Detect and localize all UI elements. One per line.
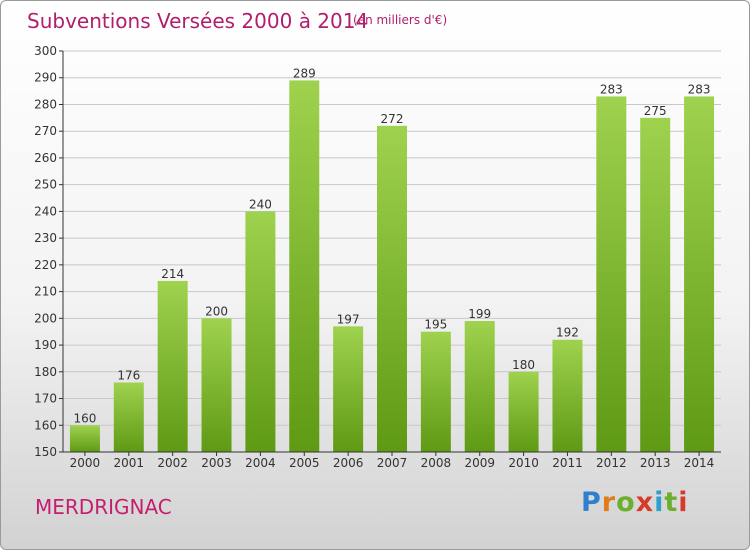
- x-tick-label: 2000: [70, 456, 101, 470]
- x-tick-label: 2004: [245, 456, 276, 470]
- bar-2001: [113, 382, 144, 452]
- y-tick-label: 220: [34, 258, 57, 272]
- bar-2008: [420, 331, 451, 452]
- y-tick-label: 250: [34, 178, 57, 192]
- bar-2002: [157, 280, 188, 452]
- bar-2012: [596, 96, 627, 453]
- bar-2004: [245, 211, 276, 452]
- y-tick-label: 180: [34, 365, 57, 379]
- x-tick-label: 2008: [421, 456, 452, 470]
- bar-value-label: 192: [556, 326, 579, 340]
- bar-2011: [552, 339, 583, 452]
- y-tick-label: 160: [34, 418, 57, 432]
- y-tick-label: 170: [34, 392, 57, 406]
- y-tick-label: 270: [34, 124, 57, 138]
- commune-name: MERDRIGNAC: [35, 495, 172, 519]
- y-tick-label: 200: [34, 311, 57, 325]
- chart-title: Subventions Versées 2000 à 2014: [27, 9, 369, 33]
- bar-2006: [333, 326, 364, 452]
- label-layer: 150 160 170 180 190 200 210 220 230 240 250 260 270 2…: [34, 44, 714, 470]
- y-tick-label: 210: [34, 285, 57, 299]
- bar-value-label: 197: [337, 312, 360, 326]
- y-tick-label: 300: [34, 44, 57, 58]
- bar-value-label: 199: [468, 307, 491, 321]
- bar-2005: [289, 80, 320, 452]
- proxiti-logo[interactable]: Proxiti: [581, 487, 689, 518]
- bar-value-label: 180: [512, 358, 535, 372]
- x-tick-label: 2006: [333, 456, 364, 470]
- y-tick-label: 240: [34, 204, 57, 218]
- bar-2013: [640, 117, 671, 452]
- y-tick-label: 260: [34, 151, 57, 165]
- bar-value-label: 160: [73, 411, 96, 425]
- y-tick-label: 150: [34, 445, 57, 459]
- x-tick-label: 2005: [289, 456, 320, 470]
- bar-2009: [464, 321, 495, 452]
- y-tick-label: 190: [34, 338, 57, 352]
- bar-value-label: 240: [249, 197, 272, 211]
- bar-2010: [508, 371, 539, 452]
- y-tick-label: 230: [34, 231, 57, 245]
- bar-2000: [69, 425, 100, 452]
- x-tick-label: 2013: [640, 456, 671, 470]
- bar-2003: [201, 318, 232, 452]
- x-tick-label: 2007: [377, 456, 408, 470]
- x-tick-label: 2003: [201, 456, 232, 470]
- bar-value-label: 283: [600, 82, 623, 96]
- bar-value-label: 195: [424, 318, 447, 332]
- bar-value-label: 176: [117, 368, 140, 382]
- bar-2007: [377, 125, 407, 452]
- x-tick-label: 2010: [508, 456, 539, 470]
- bar-value-label: 283: [688, 82, 711, 96]
- chart-unit: (en milliers d'€): [353, 13, 448, 27]
- x-tick-label: 2002: [157, 456, 188, 470]
- bars-layer: [69, 80, 715, 453]
- x-tick-label: 2011: [552, 456, 583, 470]
- bar-value-label: 214: [161, 267, 184, 281]
- bar-value-label: 272: [381, 112, 404, 126]
- x-tick-label: 2001: [114, 456, 145, 470]
- x-tick-label: 2014: [684, 456, 715, 470]
- y-tick-label: 280: [34, 97, 57, 111]
- x-tick-label: 2012: [596, 456, 627, 470]
- y-tick-label: 290: [34, 71, 57, 85]
- bar-2014: [684, 96, 715, 453]
- axis-layer: [59, 50, 721, 456]
- bar-value-label: 200: [205, 304, 228, 318]
- x-tick-label: 2009: [464, 456, 495, 470]
- bar-value-label: 275: [644, 104, 667, 118]
- bar-value-label: 289: [293, 66, 316, 80]
